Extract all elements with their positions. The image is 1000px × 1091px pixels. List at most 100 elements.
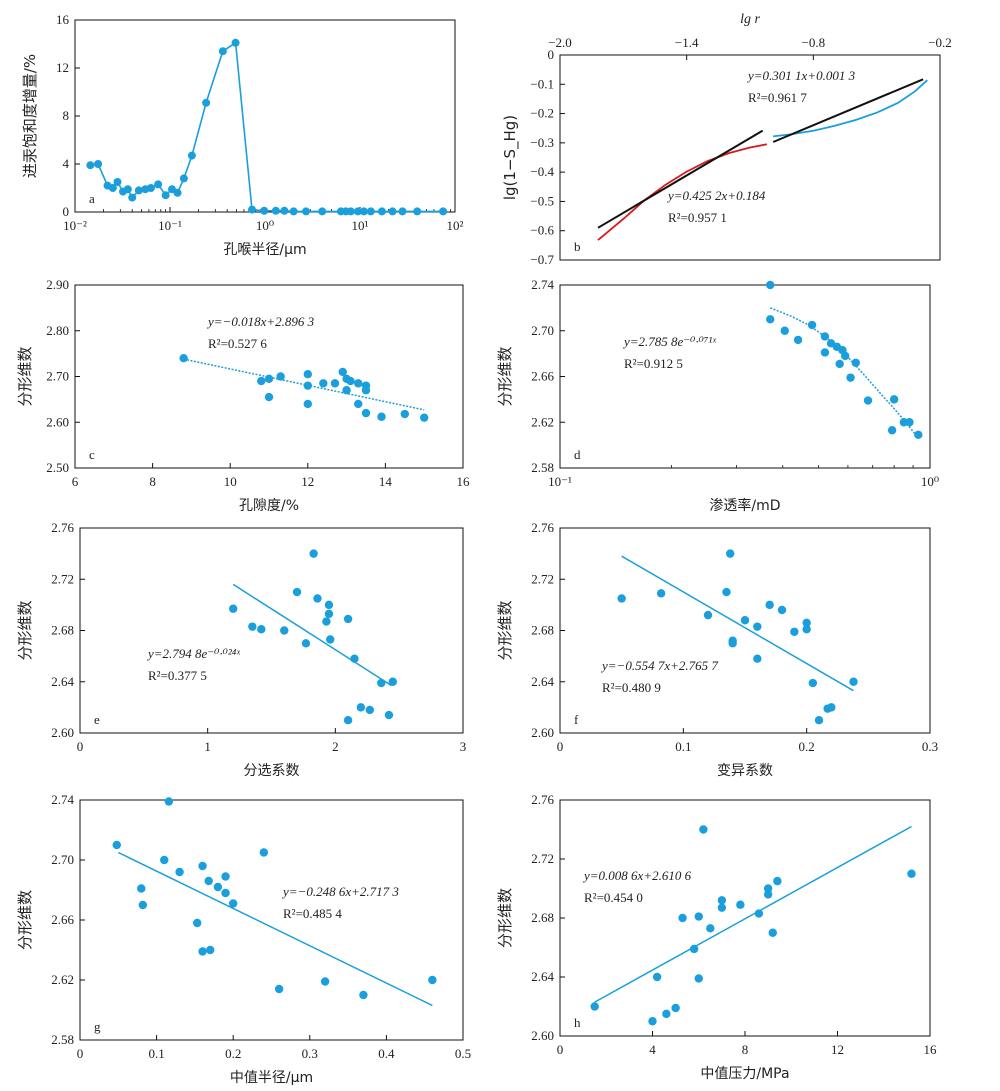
data-point-h (736, 900, 745, 909)
data-point-d (846, 373, 855, 382)
data-point-g (320, 977, 330, 986)
annotation-r2-b-0: R²=0.961 7 (748, 90, 807, 105)
data-point-c (179, 354, 188, 363)
annotation-r2-h: R²=0.454 0 (584, 890, 643, 905)
y-tick-label-e: 2.76 (51, 520, 74, 535)
data-point-h (763, 890, 773, 899)
data-point-e (343, 715, 353, 725)
data-point-a (154, 180, 163, 189)
y-tick-label-g: 2.70 (51, 852, 74, 867)
y-axis-label-d: 分形维数 (496, 346, 514, 406)
data-point-g (164, 797, 174, 806)
data-point-e (384, 710, 394, 720)
data-point-a (439, 207, 448, 216)
data-point-d (863, 396, 873, 405)
annotation-equation-c: y=−0.018x+2.896 3 (206, 314, 315, 329)
x-tick-label-h: 16 (924, 1042, 938, 1057)
data-point-a (231, 38, 240, 47)
data-point-f (802, 625, 811, 634)
y-tick-label-d: 2.70 (531, 323, 554, 338)
data-point-e (280, 626, 289, 635)
data-point-g (229, 899, 238, 908)
y-tick-label-a: 0 (63, 204, 70, 219)
data-point-e (350, 654, 359, 663)
y-tick-label-g: 2.62 (51, 972, 74, 987)
data-point-g (221, 872, 230, 881)
x-tick-label-a: 10¹ (352, 218, 369, 233)
x-axis-label-c: 孔隙度/% (239, 498, 299, 514)
y-tick-label-b: −0.5 (530, 193, 554, 208)
data-point-e (257, 625, 266, 634)
data-point-f (722, 587, 731, 597)
data-point-d (766, 315, 775, 324)
series-line-b-0 (597, 143, 768, 241)
y-tick-label-f: 2.64 (531, 674, 554, 689)
data-point-g (198, 861, 207, 871)
data-point-c (303, 370, 312, 379)
annotation-equation-d: y=2.785 8e⁻⁰·⁰⁷¹ˣ (622, 334, 716, 349)
x-tick-label-b: −2.0 (548, 35, 572, 50)
data-point-e (322, 617, 331, 626)
data-point-a (94, 160, 103, 168)
y-tick-label-c: 2.70 (46, 369, 69, 384)
x-tick-label-c: 14 (379, 474, 393, 489)
data-point-g (213, 882, 223, 892)
y-tick-label-f: 2.68 (531, 623, 554, 638)
x-tick-label-d: 10⁰ (921, 474, 939, 489)
data-point-g (192, 918, 202, 928)
y-tick-label-g: 2.58 (51, 1032, 74, 1047)
data-point-d (889, 395, 899, 404)
plot-frame-d (559, 284, 931, 469)
data-point-g (112, 840, 121, 850)
y-tick-label-d: 2.62 (531, 414, 554, 429)
y-tick-label-b: −0.3 (530, 135, 554, 150)
annotation-equation-f: y=−0.554 7x+2.765 7 (600, 658, 718, 673)
data-point-f (849, 677, 858, 686)
data-point-e (309, 549, 318, 558)
y-tick-label-h: 2.76 (531, 792, 554, 807)
data-point-a (353, 207, 362, 216)
data-point-f (753, 622, 762, 631)
y-tick-label-a: 8 (63, 108, 70, 123)
annotation-equation-h: y=0.008 6x+2.610 6 (582, 868, 692, 883)
x-tick-label-g: 0.4 (378, 1046, 395, 1061)
data-point-a (289, 207, 298, 216)
y-tick-label-c: 2.60 (46, 414, 69, 429)
y-tick-label-f: 2.76 (531, 520, 554, 535)
y-tick-label-f: 2.72 (531, 571, 554, 586)
data-point-h (648, 1017, 657, 1026)
data-point-a (179, 174, 188, 183)
annotation-r2-b-1: R²=0.957 1 (668, 210, 727, 225)
x-tick-label-c: 6 (72, 474, 79, 489)
y-tick-label-g: 2.66 (51, 912, 74, 927)
data-point-c (338, 367, 347, 377)
x-tick-label-e: 3 (460, 739, 467, 754)
data-point-h (717, 896, 727, 905)
y-tick-label-b: −0.2 (530, 106, 554, 121)
x-tick-label-g: 0.3 (302, 1046, 318, 1061)
fit-line-g (117, 851, 433, 1007)
data-point-f (802, 618, 811, 628)
data-point-a (346, 207, 355, 216)
data-point-f (753, 654, 762, 663)
x-tick-label-c: 16 (457, 474, 471, 489)
x-tick-label-g: 0.1 (148, 1046, 164, 1061)
x-tick-label-a: 10² (447, 218, 464, 233)
data-point-a (377, 207, 386, 216)
y-axis-label-b: lg(1−S_Hg) (501, 115, 520, 200)
annotation-r2-e: R²=0.377 5 (148, 668, 207, 683)
y-tick-label-h: 2.60 (531, 1028, 554, 1043)
series-line-b-3 (772, 78, 924, 143)
y-tick-label-c: 2.80 (46, 323, 69, 338)
y-tick-label-b: 0 (548, 47, 555, 62)
y-tick-label-e: 2.64 (51, 674, 74, 689)
y-tick-label-a: 4 (63, 156, 70, 171)
data-point-d (914, 430, 923, 440)
data-point-c (342, 386, 351, 395)
x-tick-label-f: 0.1 (675, 739, 691, 754)
x-tick-label-d: 10⁻¹ (548, 474, 572, 489)
data-point-c (303, 399, 312, 409)
data-point-f (656, 589, 666, 598)
